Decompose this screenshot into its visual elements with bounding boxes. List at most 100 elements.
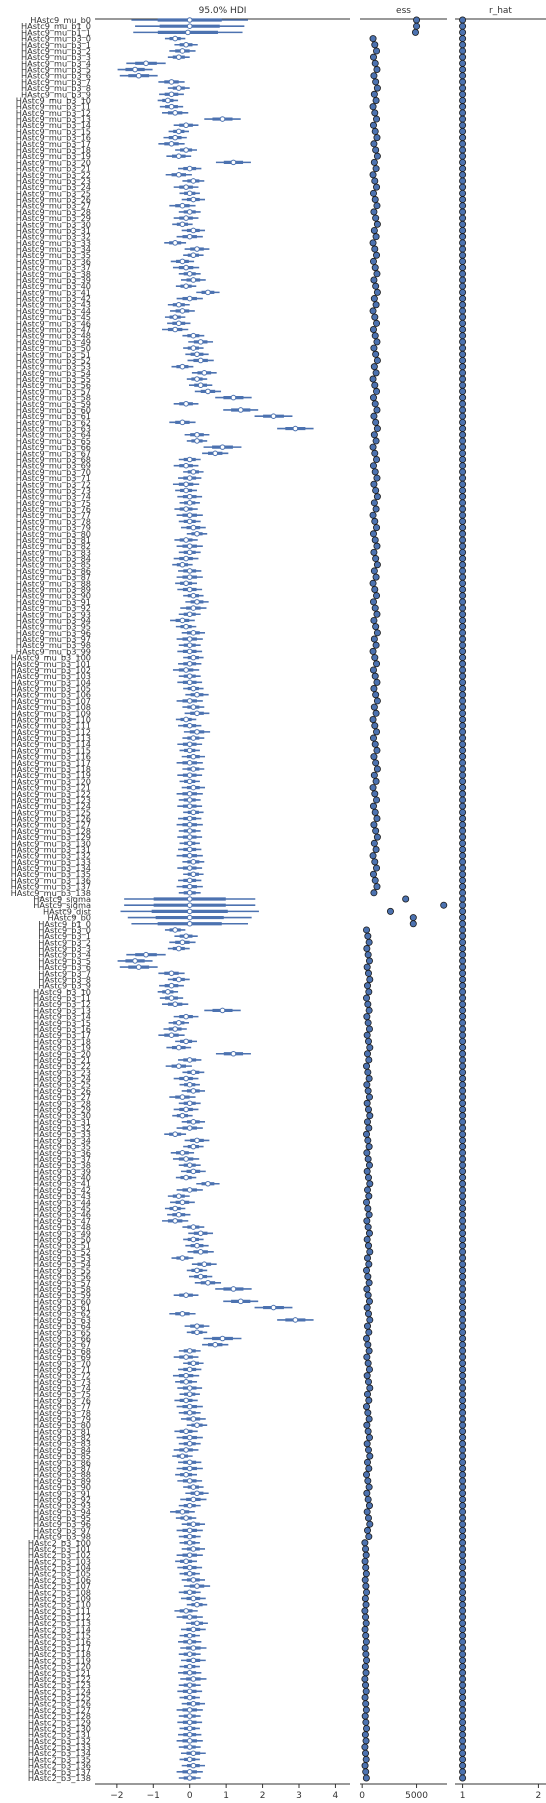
- rhat-point: [459, 1297, 467, 1305]
- posterior-mean-point: [186, 190, 193, 197]
- rhat-point: [459, 1619, 467, 1627]
- ess-point: [363, 1353, 371, 1361]
- posterior-mean-point: [190, 1119, 197, 1125]
- rhat-point: [459, 579, 467, 587]
- posterior-mean-point: [194, 530, 200, 537]
- variable-label: HAstc9_mu_b3_87: [16, 572, 91, 582]
- ess-point: [364, 1477, 372, 1485]
- posterior-mean-point: [172, 927, 178, 933]
- ess-point: [361, 1731, 369, 1739]
- ess-point: [363, 1588, 371, 1596]
- posterior-mean-point: [186, 1385, 193, 1391]
- rhat-point: [459, 1310, 467, 1318]
- posterior-mean-point: [270, 1304, 277, 1311]
- variable-label: HAstc9_mu_b3_72: [16, 479, 91, 489]
- variable-label: HAstc9_b3_48: [33, 1222, 91, 1232]
- rhat-point: [459, 808, 467, 816]
- rhat-point: [459, 1322, 467, 1330]
- ess-point: [372, 709, 380, 717]
- rhat-point: [459, 1681, 467, 1689]
- variable-label: HAstc2_b3_127: [28, 1705, 91, 1715]
- ess-point: [363, 1489, 371, 1497]
- rhat-point: [459, 1198, 467, 1206]
- ess-point: [440, 901, 448, 909]
- rhat-point: [459, 53, 467, 61]
- variable-label: HAstc9_b3_22: [33, 1061, 91, 1071]
- rhat-point: [459, 641, 467, 649]
- rhat-point: [459, 524, 467, 532]
- rhat-point: [459, 468, 467, 476]
- variable-label: HAstc9_b3_44: [33, 1197, 91, 1207]
- variable-label: HAstc9_b3_74: [33, 1383, 91, 1393]
- variable-label: HAstc9_b3_73: [33, 1377, 91, 1387]
- posterior-mean-point: [179, 363, 186, 370]
- posterior-mean-point: [190, 1762, 197, 1769]
- variable-label: HAstc9_b3_11: [33, 993, 91, 1003]
- rhat-point: [459, 1000, 467, 1008]
- ess-point: [373, 883, 381, 891]
- ess-point: [372, 641, 380, 649]
- ess-point: [363, 1285, 371, 1293]
- ess-point: [372, 233, 380, 241]
- ess-point: [365, 1347, 373, 1355]
- posterior-mean-point: [186, 1434, 193, 1441]
- ess-point: [362, 1613, 370, 1621]
- posterior-mean-point: [194, 1137, 200, 1144]
- variable-label: HAstc9_mu_b3_66: [16, 442, 91, 452]
- ess-point: [370, 821, 378, 829]
- ess-point: [370, 90, 378, 98]
- variable-label: HAstc9_b3_26: [33, 1086, 91, 1096]
- posterior-mean-point: [179, 1112, 186, 1119]
- ess-point: [373, 493, 381, 501]
- variable-label: HAstc9_b3_34: [33, 1135, 91, 1145]
- posterior-mean-point: [186, 648, 193, 655]
- variable-label: HAstc9_b3_72: [33, 1371, 91, 1381]
- variable-label: HAstc9_mu_b3_41: [16, 287, 91, 297]
- variable-label: HAstc9_mu_b3_81: [16, 535, 91, 545]
- posterior-mean-point: [186, 1478, 193, 1484]
- rhat-point: [459, 796, 467, 804]
- ess-point: [363, 1167, 371, 1175]
- variable-label: HAstc9_mu_b3_39: [16, 275, 91, 285]
- variable-label: HAstc9_mu_b3_56: [16, 380, 91, 390]
- rhat-point: [459, 1644, 467, 1652]
- posterior-mean-point: [186, 914, 193, 921]
- rhat-point: [459, 1737, 467, 1745]
- posterior-mean-point: [172, 1205, 178, 1212]
- rhat-point: [459, 815, 467, 823]
- variable-label: HAstc9_mu_b3_88: [16, 578, 91, 588]
- ess-point: [369, 35, 377, 43]
- rhat-point: [459, 288, 467, 296]
- rhat-point: [459, 895, 467, 903]
- ess-point: [365, 1075, 373, 1083]
- ess-point: [369, 121, 377, 129]
- rhat-point: [459, 982, 467, 990]
- rhat-point: [459, 28, 467, 36]
- variable-label: HAstc2_b3_125: [28, 1693, 91, 1703]
- posterior-mean-point: [132, 958, 138, 964]
- rhat-point: [459, 90, 467, 98]
- variable-label: HAstc9_b3_1: [38, 931, 91, 941]
- rhat-point: [459, 1440, 467, 1448]
- variable-label: HAstc9_mu_b3_90: [16, 591, 91, 601]
- rhat-point: [459, 270, 467, 278]
- rhat-point: [459, 1155, 467, 1163]
- ess-point: [369, 375, 377, 383]
- rhat-point: [459, 1669, 467, 1677]
- ess-point: [365, 1297, 373, 1305]
- ess-point: [363, 1081, 371, 1089]
- posterior-mean-point: [219, 444, 226, 450]
- posterior-mean-point: [197, 1273, 204, 1280]
- ess-point: [361, 1607, 369, 1615]
- ess-point: [371, 400, 379, 408]
- posterior-mean-point: [186, 1614, 193, 1620]
- posterior-mean-point: [175, 1193, 182, 1199]
- variable-label: HAstc2_b3_135: [28, 1754, 91, 1764]
- rhat-point: [459, 623, 467, 631]
- variable-label: HAstc9_b3_63: [33, 1315, 91, 1325]
- ess-point: [364, 1446, 372, 1454]
- ess-point: [364, 1050, 372, 1058]
- rhat-point: [459, 1687, 467, 1695]
- variable-label: HAstc9_b3_36: [33, 1148, 91, 1158]
- variable-label: HAstc9_b3_52: [33, 1247, 91, 1257]
